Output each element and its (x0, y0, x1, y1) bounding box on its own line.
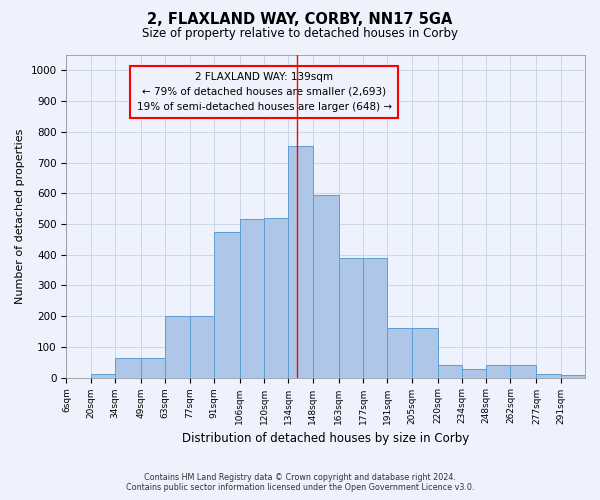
Bar (462, 369, 486, 378)
Bar (387, 328, 412, 378)
Bar (91, 374, 115, 378)
X-axis label: Distribution of detached houses by size in Corby: Distribution of detached houses by size … (182, 432, 469, 445)
Bar (214, 232, 240, 378)
Text: Size of property relative to detached houses in Corby: Size of property relative to detached ho… (142, 28, 458, 40)
Bar (486, 364, 511, 378)
Text: Contains HM Land Registry data © Crown copyright and database right 2024.
Contai: Contains HM Land Registry data © Crown c… (126, 473, 474, 492)
Bar (412, 328, 437, 378)
Bar (141, 358, 165, 378)
Bar (511, 364, 536, 378)
Bar (313, 195, 339, 378)
Bar (240, 220, 264, 378)
Bar (165, 316, 190, 378)
Bar (264, 218, 289, 378)
Text: 2 FLAXLAND WAY: 139sqm
← 79% of detached houses are smaller (2,693)
19% of semi-: 2 FLAXLAND WAY: 139sqm ← 79% of detached… (137, 72, 392, 112)
Bar (190, 316, 214, 378)
Bar (561, 376, 585, 378)
Text: 2, FLAXLAND WAY, CORBY, NN17 5GA: 2, FLAXLAND WAY, CORBY, NN17 5GA (148, 12, 452, 28)
Bar (289, 146, 313, 378)
Y-axis label: Number of detached properties: Number of detached properties (15, 128, 25, 304)
Bar (363, 258, 387, 378)
Bar (339, 258, 363, 378)
Bar (437, 366, 462, 378)
Bar (536, 374, 561, 378)
Bar (115, 358, 141, 378)
